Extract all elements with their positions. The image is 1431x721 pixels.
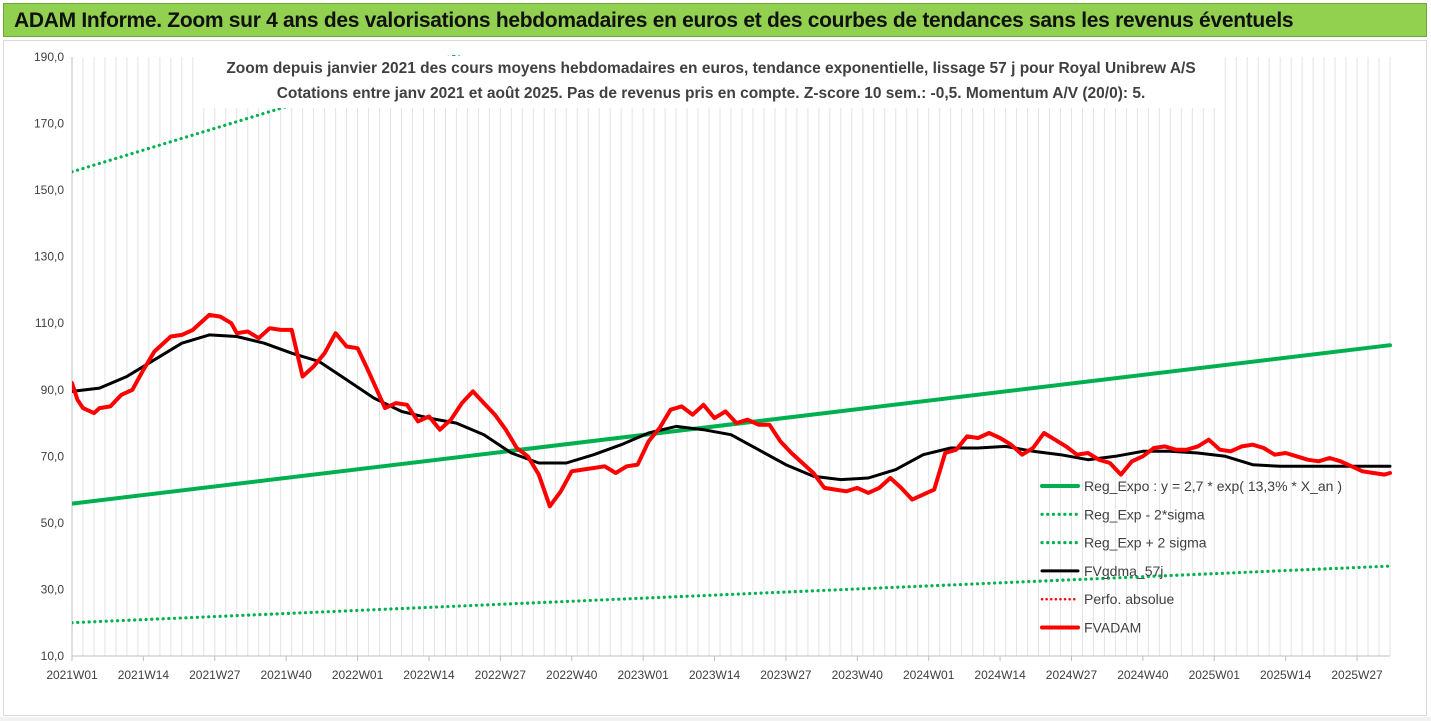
legend-label-sigma_high: Reg_Exp + 2 sigma <box>1084 535 1207 551</box>
y-tick-label: 150,0 <box>34 183 64 197</box>
series-lines <box>72 55 1392 625</box>
y-axis-ticks: 10,0 30,0 50,0 70,0 90,0 110,0 130,0 150,0 170,0… <box>34 50 64 663</box>
y-tick-label: 30,0 <box>41 582 65 596</box>
chart-title: Zoom depuis janvier 2021 des cours moyen… <box>226 60 1195 77</box>
x-tick-label: 2023W40 <box>832 668 884 682</box>
x-tick-label: 2022W01 <box>332 668 384 682</box>
x-tick-label: 2024W01 <box>903 668 955 682</box>
legend-label-reg: Reg_Expo : y = 2,7 * exp( 13,3% * X_an ) <box>1084 478 1342 494</box>
x-tick-label: 2021W40 <box>260 668 312 682</box>
x-tick-label: 2021W01 <box>46 668 98 682</box>
report-banner-title: ADAM Informe. Zoom sur 4 ans des valoris… <box>14 9 1294 32</box>
x-tick-label: 2022W27 <box>475 668 527 682</box>
legend-label-gdma: FVgdma_57j <box>1084 563 1163 579</box>
y-tick-label: 170,0 <box>34 117 64 131</box>
y-tick-label: 90,0 <box>41 383 65 397</box>
y-tick-label: 190,0 <box>34 50 64 64</box>
line-chart: 10,0 30,0 50,0 70,0 90,0 110,0 130,0 150,0 170,0… <box>34 50 1392 682</box>
y-tick-label: 50,0 <box>41 516 65 530</box>
x-tick-label: 2022W40 <box>546 668 598 682</box>
x-tick-label: 2024W40 <box>1117 668 1169 682</box>
x-tick-label: 2021W27 <box>189 668 241 682</box>
legend-label-sigma_low: Reg_Exp - 2*sigma <box>1084 506 1205 522</box>
report-banner: ADAM Informe. Zoom sur 4 ans des valoris… <box>3 3 1427 37</box>
y-tick-label: 130,0 <box>34 250 64 264</box>
y-tick-label: 70,0 <box>41 449 65 463</box>
chart-subtitle: Cotations entre janv 2021 et août 2025. … <box>277 85 1146 102</box>
x-tick-label: 2024W27 <box>1046 668 1098 682</box>
series-line-fv <box>72 312 1392 509</box>
y-tick-label: 10,0 <box>41 649 65 663</box>
y-tick-label: 110,0 <box>35 316 64 330</box>
x-tick-label: 2022W14 <box>403 668 455 682</box>
bottom-strip <box>0 717 1431 721</box>
x-tick-label: 2025W27 <box>1331 668 1383 682</box>
grid-lines <box>71 57 1391 657</box>
legend-label-fv: FVADAM <box>1084 620 1141 636</box>
title-backdrop <box>199 56 1219 108</box>
x-tick-label: 2023W27 <box>760 668 812 682</box>
series-line-gdma <box>72 333 1392 482</box>
x-tick-label: 2025W14 <box>1260 668 1312 682</box>
x-tick-label: 2021W14 <box>118 668 170 682</box>
x-tick-label: 2025W01 <box>1189 668 1241 682</box>
x-tick-label: 2024W14 <box>974 668 1026 682</box>
x-axis-ticks: 2021W01 2021W14 2021W27 2021W40 2022W01 2022W… <box>46 656 1383 682</box>
legend-label-perfo: Perfo. absolue <box>1084 591 1174 607</box>
x-tick-label: 2023W14 <box>689 668 741 682</box>
series-line-sigma_low <box>72 564 1392 625</box>
x-tick-label: 2023W01 <box>617 668 669 682</box>
series-line-reg <box>72 343 1392 506</box>
chart-area: 10,0 30,0 50,0 70,0 90,0 110,0 130,0 150,0 170,0… <box>3 40 1427 716</box>
chart-legend: Reg_Expo : y = 2,7 * exp( 13,3% * X_an )… <box>1040 478 1342 636</box>
